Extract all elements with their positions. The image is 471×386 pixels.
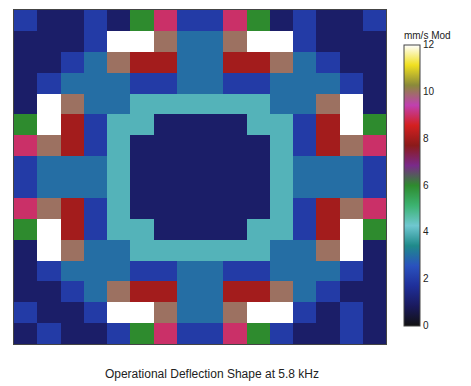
svg-text:2: 2 (423, 273, 429, 284)
svg-text:0: 0 (423, 320, 429, 331)
svg-text:4: 4 (423, 226, 429, 237)
svg-text:12: 12 (423, 39, 435, 50)
svg-text:8: 8 (423, 133, 429, 144)
svg-text:Operational Deflection Shape a: Operational Deflection Shape at 5.8 kHz (105, 367, 319, 381)
svg-text:6: 6 (423, 180, 429, 191)
svg-text:mm/s Mod: mm/s Mod (404, 30, 451, 41)
svg-text:10: 10 (423, 86, 435, 97)
